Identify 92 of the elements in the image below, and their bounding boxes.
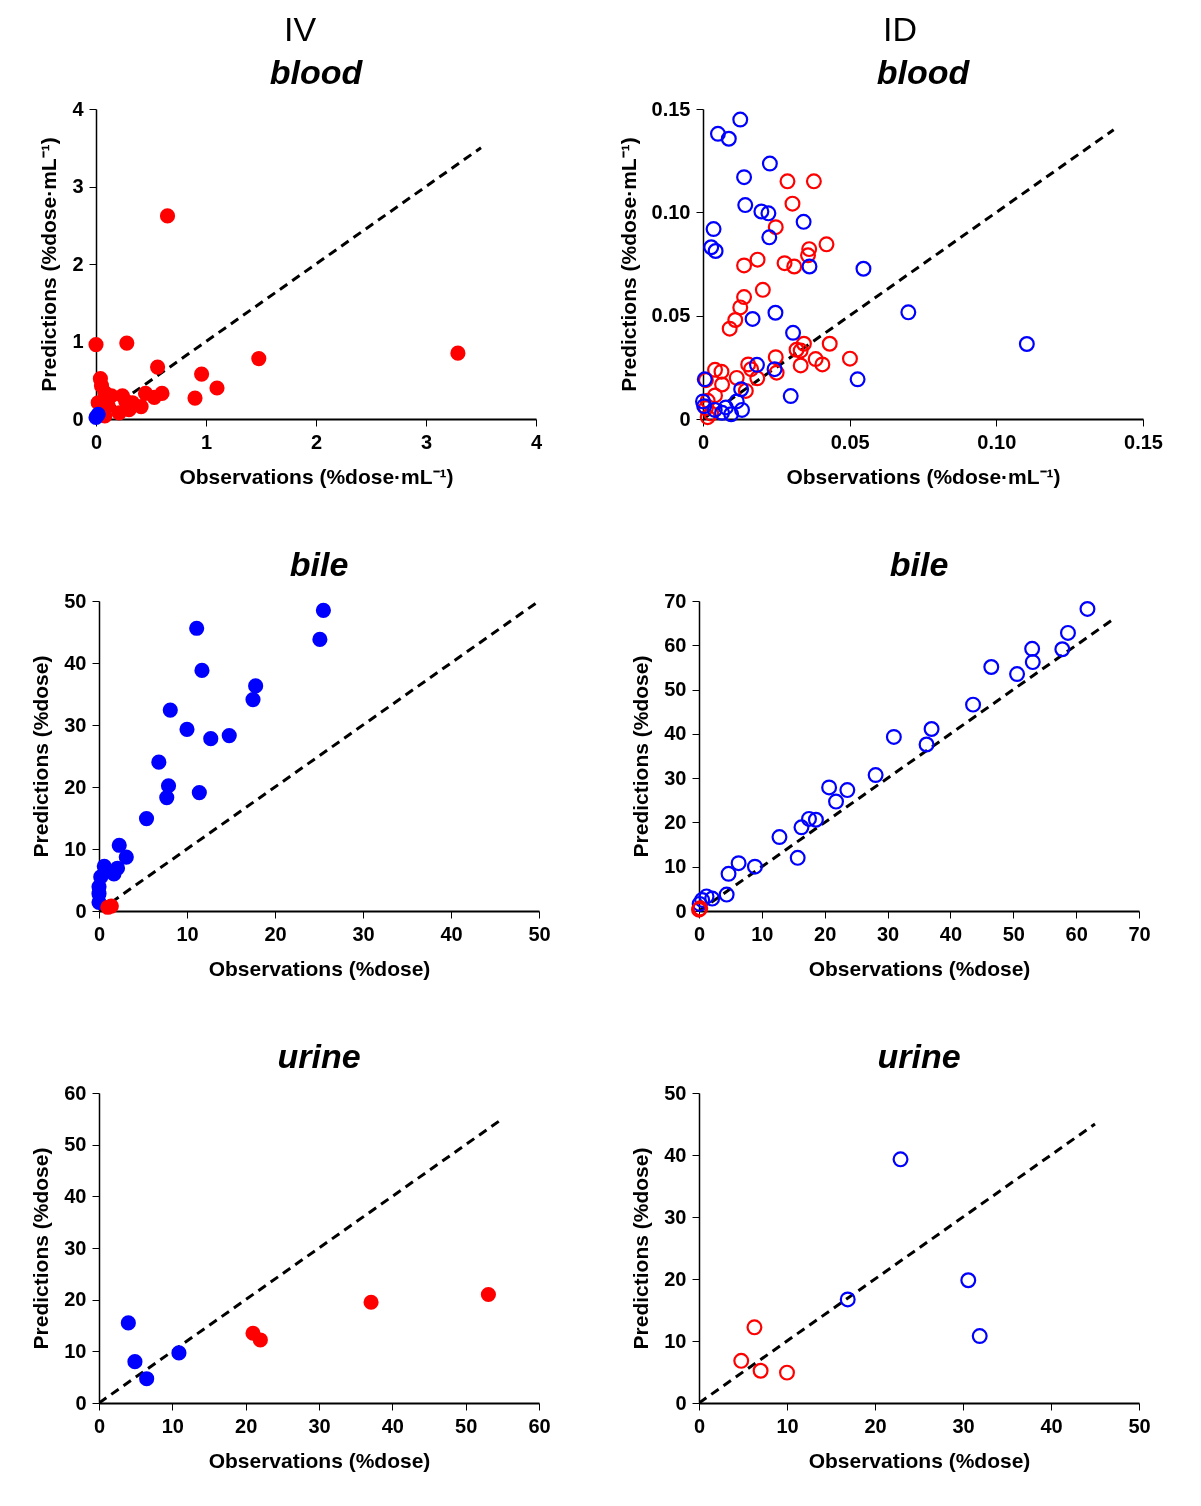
- x-tick-label: 30: [951, 1414, 975, 1437]
- y-tick-label: 30: [63, 713, 86, 736]
- x-tick-label: 10: [775, 1414, 799, 1437]
- text: IV: [283, 10, 317, 50]
- y-tick-label: 0: [74, 899, 86, 922]
- x-tick-label: 60: [527, 1414, 551, 1437]
- y-tick-label: 60: [663, 633, 686, 656]
- x-axis-title: Observations (%dose): [208, 956, 430, 980]
- y-tick-label: 0: [674, 1391, 686, 1414]
- y-tick-label: 10: [663, 855, 686, 878]
- x-tick-label: 10: [175, 922, 199, 945]
- x-tick-label: 40: [939, 922, 962, 945]
- y-tick-label: 50: [663, 678, 686, 701]
- y-tick-label: 70: [663, 589, 686, 612]
- y-axis-title: Predictions (%dose·mL⁻¹): [37, 137, 61, 392]
- x-tick-label: 10: [750, 922, 773, 945]
- chart-title: urine: [876, 1037, 961, 1075]
- x-tick-label: 0: [90, 430, 103, 453]
- y-tick-label: 20: [663, 810, 686, 833]
- chart-title: blood: [269, 53, 364, 91]
- x-tick-label: 3: [420, 430, 433, 453]
- y-tick-label: 2: [72, 252, 84, 275]
- y-tick-label: 50: [63, 589, 86, 612]
- x-tick-label: 0: [697, 430, 709, 453]
- y-tick-label: 10: [63, 837, 86, 860]
- x-tick-label: 50: [454, 1414, 477, 1437]
- y-tick-label: 0: [678, 407, 690, 430]
- x-tick-label: 40: [1039, 1414, 1063, 1437]
- x-tick-label: 60: [1065, 922, 1088, 945]
- x-axis-title: Observations (%dose): [808, 1448, 1030, 1472]
- y-tick-label: 0.15: [651, 97, 690, 120]
- x-tick-label: 0: [93, 1414, 105, 1437]
- y-tick-label: 40: [663, 722, 686, 745]
- y-axis-title: Predictions (%dose): [28, 1147, 52, 1350]
- x-tick-label: 20: [863, 1414, 887, 1437]
- y-axis-title: Predictions (%dose): [628, 655, 652, 858]
- y-tick-label: 20: [63, 1288, 86, 1311]
- chart-title: bile: [289, 545, 348, 583]
- x-tick-label: 0.15: [1123, 430, 1163, 453]
- x-tick-label: 2: [310, 430, 323, 453]
- y-tick-label: 50: [663, 1081, 686, 1104]
- y-tick-label: 40: [63, 1184, 86, 1207]
- x-axis-title: Observations (%dose): [808, 956, 1030, 980]
- chart-title: bile: [889, 545, 948, 583]
- x-tick-label: 20: [234, 1414, 257, 1437]
- x-tick-label: 30: [307, 1414, 331, 1437]
- x-tick-label: 30: [351, 922, 375, 945]
- x-tick-label: 0: [693, 1414, 705, 1437]
- y-tick-label: 10: [63, 1339, 86, 1362]
- y-tick-label: 50: [63, 1133, 86, 1156]
- x-tick-label: 50: [1127, 1414, 1151, 1437]
- y-tick-label: 0: [72, 407, 84, 430]
- y-tick-label: 30: [63, 1236, 86, 1259]
- x-tick-label: 4: [530, 430, 543, 453]
- y-tick-label: 20: [63, 775, 86, 798]
- y-axis-title: Predictions (%dose·mL⁻¹): [616, 137, 640, 392]
- chart-title: blood: [876, 53, 970, 91]
- x-tick-label: 1: [200, 430, 213, 453]
- x-tick-label: 10: [161, 1414, 184, 1437]
- text: ID: [883, 10, 917, 50]
- x-tick-label: 0: [693, 922, 705, 945]
- x-axis-title: Observations (%dose): [208, 1448, 430, 1472]
- y-tick-label: 60: [63, 1081, 86, 1104]
- y-tick-label: 30: [663, 1205, 686, 1228]
- y-tick-label: 10: [663, 1329, 686, 1352]
- y-tick-label: 0.10: [651, 200, 690, 223]
- x-tick-label: 0.10: [976, 430, 1016, 453]
- y-axis-title: Predictions (%dose): [628, 1147, 652, 1350]
- y-tick-label: 40: [663, 1143, 686, 1166]
- x-tick-label: 50: [527, 922, 551, 945]
- y-axis-title: Predictions (%dose): [28, 655, 52, 858]
- x-axis-title: Observations (%dose·mL⁻¹): [785, 464, 1061, 488]
- y-tick-label: 40: [63, 651, 86, 674]
- x-axis-title: Observations (%dose·mL⁻¹): [179, 464, 454, 488]
- chart-title: urine: [276, 1037, 361, 1075]
- y-tick-label: 4: [72, 97, 85, 120]
- x-tick-label: 50: [1002, 922, 1025, 945]
- x-tick-label: 20: [263, 922, 287, 945]
- y-tick-label: 0: [674, 899, 686, 922]
- x-tick-label: 70: [1127, 922, 1151, 945]
- y-tick-label: 0: [74, 1391, 86, 1414]
- x-tick-label: 40: [439, 922, 463, 945]
- x-tick-label: 0: [93, 922, 105, 945]
- y-tick-label: 3: [72, 175, 84, 197]
- y-tick-label: 0.05: [651, 304, 690, 327]
- y-tick-label: 30: [663, 766, 686, 789]
- x-tick-label: 20: [813, 922, 836, 945]
- y-tick-label: 1: [72, 330, 84, 352]
- x-tick-label: 0.05: [830, 430, 870, 453]
- y-tick-label: 20: [663, 1267, 686, 1290]
- x-tick-label: 40: [381, 1414, 404, 1437]
- x-tick-label: 30: [876, 922, 899, 945]
